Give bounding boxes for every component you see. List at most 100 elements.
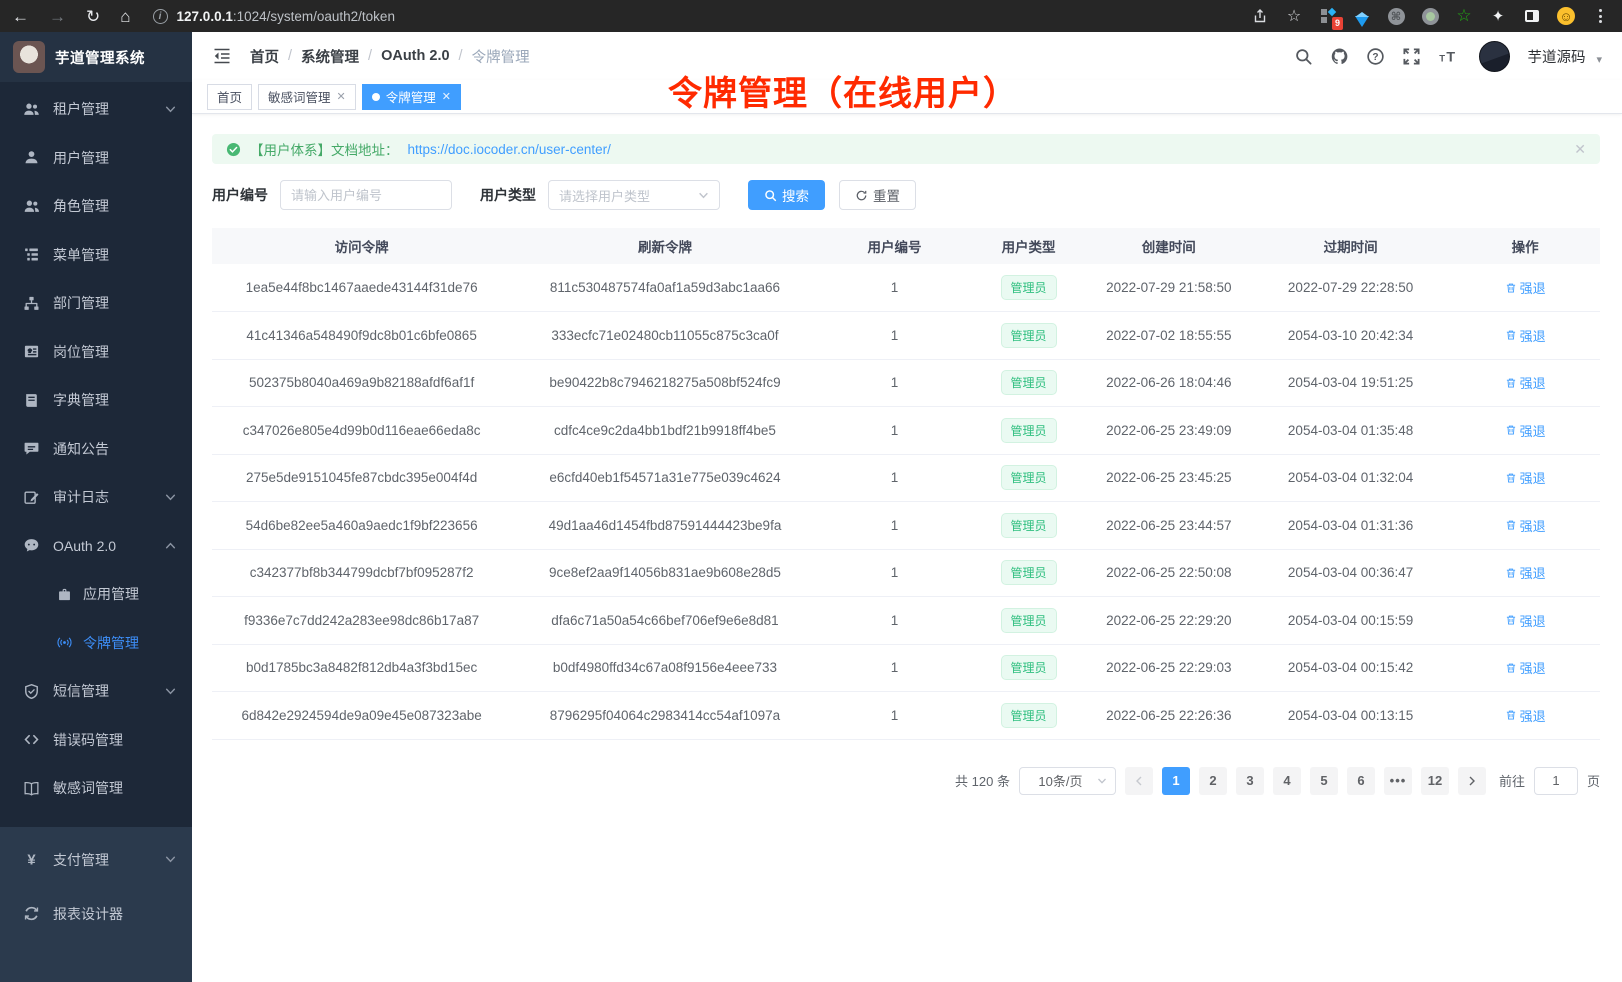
access-token-cell: b0d1785bc3a8482f812db4a3f3bd15ec bbox=[212, 644, 512, 692]
url-text[interactable]: 127.0.0.1:1024/system/oauth2/token bbox=[176, 8, 395, 24]
help-icon[interactable]: ? bbox=[1366, 47, 1385, 66]
sidebar-item-令牌管理[interactable]: 令牌管理 bbox=[0, 619, 192, 668]
site-info-icon[interactable]: i bbox=[152, 8, 168, 24]
app-icon bbox=[57, 587, 72, 602]
sidebar-item-短信管理[interactable]: 短信管理 bbox=[0, 667, 192, 716]
sidebar-item-label: 岗位管理 bbox=[53, 343, 109, 360]
sidebar-item-菜单管理[interactable]: 菜单管理 bbox=[0, 231, 192, 280]
sidebar-item-label: 短信管理 bbox=[53, 683, 109, 700]
search-icon[interactable] bbox=[1294, 47, 1313, 66]
force-logout-button[interactable]: 强退 bbox=[1505, 516, 1546, 535]
kebab-menu-icon[interactable] bbox=[1590, 6, 1610, 26]
force-logout-button[interactable]: 强退 bbox=[1505, 421, 1546, 440]
share-icon[interactable] bbox=[1250, 6, 1270, 26]
force-logout-button[interactable]: 强退 bbox=[1505, 706, 1546, 725]
force-logout-button[interactable]: 强退 bbox=[1505, 326, 1546, 345]
sidebar-item-支付管理[interactable]: ¥ 支付管理 bbox=[0, 833, 192, 887]
page-button-4[interactable]: 4 bbox=[1272, 766, 1301, 795]
tag-令牌管理[interactable]: 令牌管理 ✕ bbox=[361, 83, 461, 110]
sidebar-item-部门管理[interactable]: 部门管理 bbox=[0, 279, 192, 328]
app-logo-row[interactable]: 芋道管理系统 bbox=[0, 32, 192, 82]
breadcrumb-item[interactable]: 首页 bbox=[250, 49, 279, 66]
user-type-select[interactable]: 请选择用户类型 bbox=[548, 180, 720, 210]
sidebar-item-岗位管理[interactable]: 岗位管理 bbox=[0, 328, 192, 377]
breadcrumb-item[interactable]: 系统管理 bbox=[301, 49, 360, 66]
search-button[interactable]: 搜索 bbox=[748, 180, 825, 210]
sidebar-item-label: 支付管理 bbox=[53, 851, 109, 868]
force-logout-button[interactable]: 强退 bbox=[1505, 611, 1546, 630]
user-type-badge: 管理员 bbox=[1000, 560, 1057, 586]
tag-首页[interactable]: 首页 bbox=[207, 83, 253, 110]
user-menu-caret-icon[interactable]: ▾ bbox=[1596, 53, 1602, 66]
github-icon[interactable] bbox=[1330, 47, 1349, 66]
profile-avatar-icon[interactable]: ☺ bbox=[1556, 6, 1576, 26]
browser-nav-buttons: ← → ↻ ⌂ bbox=[12, 8, 131, 25]
table-row: 502375b8040a469a9b82188afdf6af1f be90422b… bbox=[212, 359, 1600, 407]
sidebar-item-应用管理[interactable]: 应用管理 bbox=[0, 570, 192, 619]
page-ellipsis-button[interactable]: ••• bbox=[1383, 766, 1412, 795]
reset-button[interactable]: 重置 bbox=[839, 180, 916, 210]
sidebar-item-label: 用户管理 bbox=[53, 149, 109, 166]
search-icon bbox=[765, 189, 777, 201]
next-page-button[interactable] bbox=[1457, 766, 1486, 795]
sidebar-item-OAuth 2.0[interactable]: OAuth 2.0 bbox=[0, 522, 192, 571]
force-logout-button[interactable]: 强退 bbox=[1505, 468, 1546, 487]
back-icon[interactable]: ← bbox=[12, 6, 29, 26]
alert-text: 【用户体系】文档地址： bbox=[250, 143, 399, 158]
page-button-6[interactable]: 6 bbox=[1346, 766, 1375, 795]
force-logout-button[interactable]: 强退 bbox=[1505, 373, 1546, 392]
user-id-input[interactable] bbox=[280, 180, 452, 210]
sidebar-item-报表设计器[interactable]: 报表设计器 bbox=[0, 887, 192, 941]
access-token-cell: 54d6be82ee5a460a9aedc1f9bf223656 bbox=[212, 501, 512, 550]
gem-extension-icon[interactable] bbox=[1352, 6, 1372, 27]
tag-close-icon[interactable]: ✕ bbox=[441, 91, 451, 103]
address-bar[interactable]: i 127.0.0.1:1024/system/oauth2/token bbox=[152, 8, 1250, 24]
extensions-badge-icon[interactable]: 9 bbox=[1318, 6, 1343, 30]
page-size-select[interactable]: 10条/页 bbox=[1018, 766, 1116, 795]
sidebar-item-通知公告[interactable]: 通知公告 bbox=[0, 425, 192, 474]
user-name[interactable]: 芋道源码 bbox=[1527, 49, 1586, 66]
breadcrumb-item[interactable]: OAuth 2.0 bbox=[381, 48, 450, 64]
page-button-1[interactable]: 1 bbox=[1161, 766, 1190, 795]
sidebar-item-错误码管理[interactable]: 错误码管理 bbox=[0, 716, 192, 765]
force-logout-button[interactable]: 强退 bbox=[1505, 278, 1546, 297]
expire-time-cell: 2054-03-04 00:15:42 bbox=[1250, 644, 1451, 692]
app-logo bbox=[13, 41, 45, 73]
notice-icon bbox=[23, 440, 40, 457]
sidebar-item-用户管理[interactable]: 用户管理 bbox=[0, 134, 192, 183]
access-token-cell: f9336e7c7dd242a283ee98dc86b17a87 bbox=[212, 596, 512, 645]
tag-敏感词管理[interactable]: 敏感词管理 ✕ bbox=[258, 83, 356, 110]
user-id-cell: 1 bbox=[818, 264, 971, 312]
sidebar-item-敏感词管理[interactable]: 敏感词管理 bbox=[0, 764, 192, 813]
green-star-extension-icon[interactable]: ☆ bbox=[1456, 6, 1472, 25]
sidebar-item-角色管理[interactable]: 角色管理 bbox=[0, 182, 192, 231]
home-icon[interactable]: ⌂ bbox=[120, 6, 131, 26]
page-button-12[interactable]: 12 bbox=[1420, 766, 1449, 795]
bookmark-star-icon[interactable]: ☆ bbox=[1286, 8, 1302, 25]
sidebar-item-审计日志[interactable]: 审计日志 bbox=[0, 473, 192, 522]
page-button-3[interactable]: 3 bbox=[1235, 766, 1264, 795]
alert-close-icon[interactable]: ✕ bbox=[1574, 140, 1586, 157]
goto-page-input[interactable] bbox=[1533, 766, 1578, 795]
sidebar-collapse-icon[interactable] bbox=[212, 46, 232, 66]
sidebar-item-租户管理[interactable]: 租户管理 bbox=[0, 85, 192, 134]
page-button-2[interactable]: 2 bbox=[1198, 766, 1227, 795]
forward-icon[interactable]: → bbox=[49, 6, 66, 26]
fullscreen-icon[interactable] bbox=[1402, 47, 1421, 66]
sidebar-item-字典管理[interactable]: 字典管理 bbox=[0, 376, 192, 425]
page-button-5[interactable]: 5 bbox=[1309, 766, 1338, 795]
prev-page-button[interactable] bbox=[1124, 766, 1153, 795]
force-logout-button[interactable]: 强退 bbox=[1505, 563, 1546, 582]
refresh-icon[interactable]: ↻ bbox=[86, 6, 101, 26]
user-type-badge: 管理员 bbox=[1000, 512, 1057, 538]
user-avatar[interactable] bbox=[1479, 40, 1511, 72]
sidebar-item-label: 报表设计器 bbox=[53, 905, 123, 922]
side-panel-icon[interactable] bbox=[1522, 6, 1542, 26]
command-extension-icon[interactable]: ⌘ bbox=[1386, 6, 1406, 26]
recorder-extension-icon[interactable] bbox=[1420, 6, 1440, 26]
tag-close-icon[interactable]: ✕ bbox=[336, 91, 346, 103]
puzzle-extension-icon[interactable]: ✦ bbox=[1491, 8, 1505, 25]
doc-link[interactable]: https://doc.iocoder.cn/user-center/ bbox=[407, 141, 611, 157]
force-logout-button[interactable]: 强退 bbox=[1505, 658, 1546, 677]
